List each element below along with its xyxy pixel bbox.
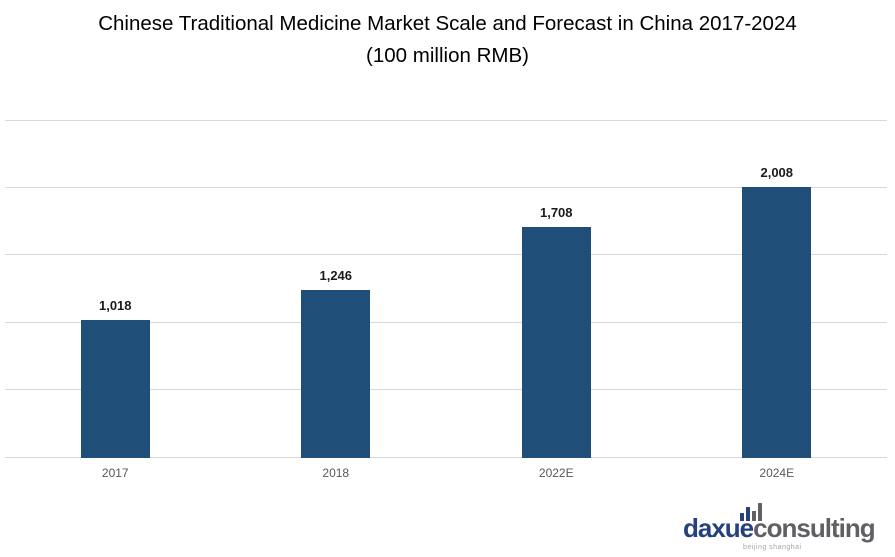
bar-chart-icon-bar	[740, 513, 744, 521]
plot-area: 1,018 1,246 1,708 2,008	[5, 120, 887, 458]
data-label-2024E: 2,008	[760, 164, 794, 180]
data-label-2022E: 1,708	[539, 205, 573, 221]
gridline	[5, 321, 887, 323]
gridline	[5, 254, 887, 256]
logo-text-daxue: daxue	[683, 513, 754, 543]
gridline	[5, 186, 887, 188]
x-tick-label-2017: 2017	[101, 466, 129, 480]
bar-2018	[301, 289, 371, 458]
x-tick-label-2018: 2018	[322, 466, 350, 480]
bar-2022E	[521, 227, 591, 458]
x-axis-line	[5, 457, 887, 458]
chart-title-line2: (100 million RMB)	[366, 43, 529, 67]
bar-chart-icon-bar	[758, 503, 762, 521]
x-tick-label-2022E: 2022E	[538, 466, 574, 480]
x-tick-label-2024E: 2024E	[759, 466, 795, 480]
gridline	[5, 389, 887, 391]
x-axis-labels: 2017 2018 2022E 2024E	[5, 466, 887, 484]
gridline	[5, 120, 887, 121]
chart-title-line1: Chinese Traditional Medicine Market Scal…	[98, 12, 797, 35]
logo-tagline: beijing shanghai	[743, 544, 802, 551]
logo-text-consulting: consulting	[753, 513, 875, 543]
data-label-2018: 1,246	[319, 267, 353, 283]
bar-2024E	[742, 186, 812, 458]
bar-chart-icon-bar	[746, 507, 750, 521]
bar-chart-icon	[740, 502, 762, 521]
data-label-2017: 1,018	[98, 298, 132, 314]
bar-chart-icon-bar	[752, 511, 756, 521]
chart-title: Chinese Traditional Medicine Market Scal…	[0, 8, 895, 72]
daxue-consulting-logo: daxueconsulting beijing shanghai	[683, 501, 889, 553]
logo-wordmark: daxueconsulting	[683, 513, 876, 543]
bar-2017	[80, 320, 150, 458]
